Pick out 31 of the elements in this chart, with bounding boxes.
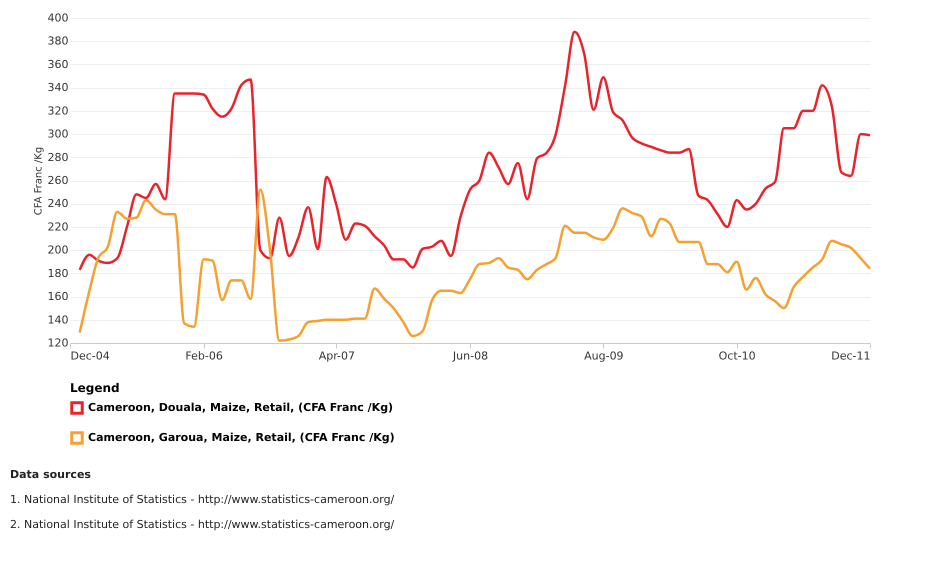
y-tick-label: 320 bbox=[48, 104, 68, 118]
text: Data sources bbox=[10, 468, 92, 481]
x-tick-label: Dec-04 bbox=[70, 350, 110, 362]
line-series bbox=[78, 30, 872, 272]
y-tick-label: 300 bbox=[48, 128, 68, 141]
y-tick-label: 180 bbox=[48, 266, 68, 280]
legend-label: Cameroon, Garoua, Maize, Retail, (CFA Franc /Kg) bbox=[88, 431, 395, 444]
x-tick-label: Aug-09 bbox=[584, 350, 624, 362]
x-tick-label: Feb-06 bbox=[185, 350, 223, 362]
y-tick-label: 240 bbox=[48, 197, 68, 210]
y-tick-label: 220 bbox=[48, 220, 68, 234]
y-tick-label: 380 bbox=[48, 34, 68, 48]
text: 1. National Institute of Statistics - http://www.statistics-cameroon.org/ bbox=[10, 493, 395, 506]
text: 2. National Institute of Statistics - http://www.statistics-cameroon.org/ bbox=[10, 518, 395, 531]
line-series bbox=[78, 188, 872, 342]
y-tick-label: 260 bbox=[48, 174, 68, 187]
y-tick-label: 280 bbox=[48, 150, 68, 164]
legend-title: Legend bbox=[70, 381, 120, 395]
legend-label: Cameroon, Douala, Maize, Retail, (CFA Franc /Kg) bbox=[88, 401, 394, 414]
y-tick-label: 160 bbox=[48, 290, 68, 304]
y-tick-label: 400 bbox=[48, 12, 68, 24]
x-tick-label: Apr-07 bbox=[318, 350, 355, 362]
x-tick-label: Oct-10 bbox=[718, 350, 756, 362]
y-axis-title: CFA Franc /Kg bbox=[34, 146, 45, 216]
y-tick-label: 360 bbox=[48, 58, 68, 71]
y-tick-label: 200 bbox=[48, 244, 68, 257]
y-tick-label: 140 bbox=[48, 313, 68, 326]
x-tick-label: Dec-11 bbox=[831, 350, 870, 362]
y-tick-label: 120 bbox=[48, 336, 68, 350]
y-tick-label: 340 bbox=[48, 81, 68, 94]
x-tick-label: Jun-08 bbox=[452, 350, 488, 362]
